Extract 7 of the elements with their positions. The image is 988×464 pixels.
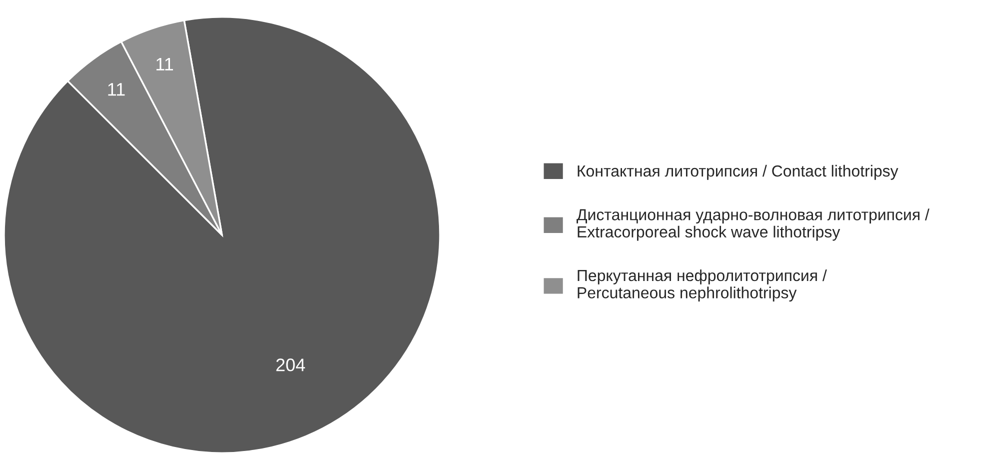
pie-slice <box>3 16 441 454</box>
data-label: 11 <box>156 58 173 70</box>
legend-label: Контактная литотрипсия / Contact lithotripsy <box>578 164 898 180</box>
legend-label: Дистанционная ударно-волновая литотрипсия / Extracorporeal shock wave lithotripsy <box>576 208 930 241</box>
legend-label: Перкутанная нефролитотрипсия / Percutaneous nephrolithotripsy <box>578 269 827 302</box>
data-label: 204 <box>276 358 306 372</box>
data-label: 11 <box>108 83 125 96</box>
